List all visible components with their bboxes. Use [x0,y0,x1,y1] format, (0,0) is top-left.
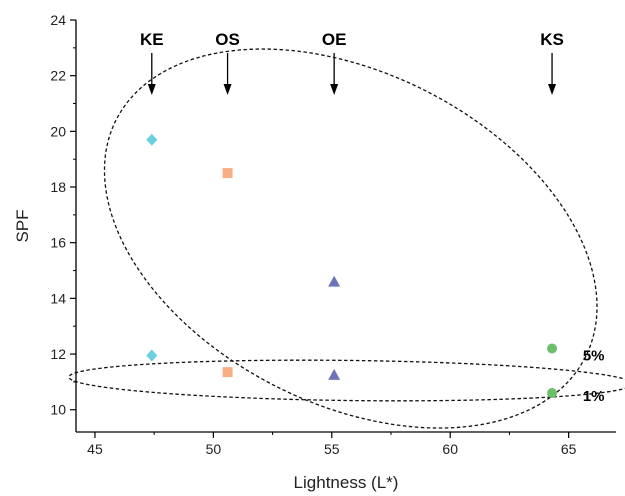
group-label-oe: OE [322,30,347,49]
point-ks [547,388,558,399]
arrow-head [330,84,339,95]
annotation-5pct: 5% [583,347,605,364]
x-tick-label: 55 [324,441,340,457]
x-tick-label: 60 [442,441,458,457]
group-label-os: OS [215,30,240,49]
data-points [146,133,558,399]
grouping-ellipses [68,48,625,429]
annotation-1pct: 1% [583,388,605,405]
group-arrows [147,53,557,95]
y-tick-label: 20 [50,123,66,139]
y-tick-label: 18 [50,179,66,195]
group-label-ks: KS [540,30,564,49]
arrow-head [223,84,232,95]
ellipse-1pct [68,359,625,402]
group-label-ke: KE [140,30,164,49]
ellipse-5pct [103,48,598,429]
y-axis-title: SPF [13,209,32,242]
x-tick-label: 50 [206,441,222,457]
axes: 10 12 14 16 18 20 22 24 45 50 55 60 65 [50,12,616,457]
point-ks [547,343,558,354]
x-axis-title: Lightness (L*) [294,473,399,492]
y-tick-label: 22 [50,68,66,84]
arrow-head [147,84,156,95]
point-oe [328,275,341,287]
y-tick-label: 10 [50,402,66,418]
y-tick-label: 16 [50,235,66,251]
x-tick-label: 45 [87,441,103,457]
y-tick-label: 24 [50,12,66,28]
chart-labels: KE OS OE KS 5% 1% [140,30,605,405]
y-tick-label: 12 [50,346,66,362]
point-ke [146,349,158,362]
point-oe [328,368,341,380]
arrow-head [548,84,557,95]
point-os [222,367,233,378]
x-tick-label: 65 [561,441,577,457]
point-os [222,168,233,179]
point-ke [146,133,158,146]
y-tick-label: 14 [50,290,66,306]
